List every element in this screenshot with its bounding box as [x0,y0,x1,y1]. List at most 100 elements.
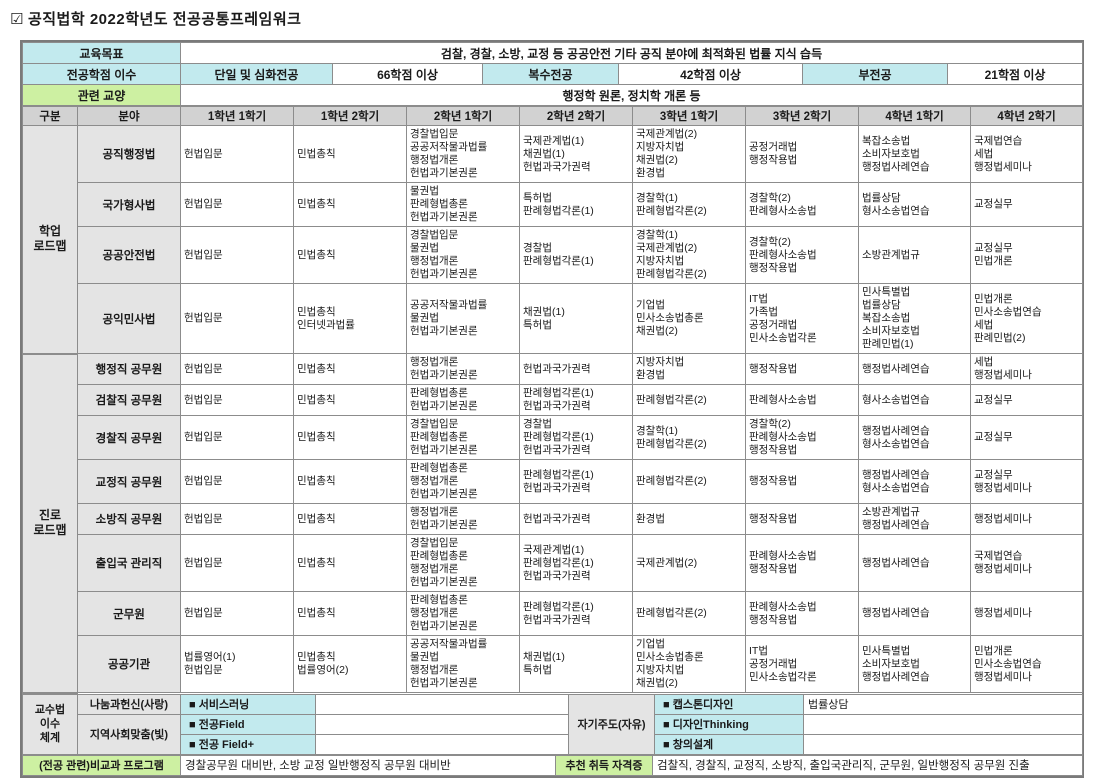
edu-goal-value: 검찰, 경찰, 소방, 교정 등 공공안전 기타 공직 분야에 최적화된 법률 … [179,42,1084,64]
credit-label: 전공학점 이수 [22,63,181,85]
roadmap-row: 국가형사법 헌법입문 민법총칙 물권법 판례형법총론 헌법과기본권론 특허법 판례형법각… [23,182,1083,227]
course-cell: 경찰법입문 판례형법총론 행정법개론 헌법과기본권론 [406,534,520,592]
field-cell: 국가형사법 [77,182,181,227]
roadmap-row: 진로 로드맵 행정직 공무원 헌법입문 민법총칙 행정법개론 헌법과기본권론 헌법과국가권… [22,353,1083,694]
course-cell: 행정법사례연습 형사소송법연습 [858,459,971,504]
course-cell: 환경법 [632,503,746,535]
course-cell: 경찰학(2) 판례형사소송법 행정작용법 [745,226,859,284]
empty-cell [803,713,1083,735]
course-cell: 행정작용법 [745,353,859,385]
community-label: 지역사회맞춤(빛) [77,713,181,755]
extracurricular-row: (전공 관련)비교과 프로그램 경찰공무원 대비반, 소방 교정 일반행정직 공… [22,754,1083,776]
course-cell: 민법개론 민사소송법연습 세법 판례민법(2) [970,283,1083,354]
extracurricular-table: (전공 관련)비교과 프로그램 경찰공무원 대비반, 소방 교정 일반행정직 공… [22,754,1083,776]
course-cell: 교정실무 [970,182,1083,227]
course-cell: 형사소송법연습 [858,384,971,416]
capstone-note: 법률상담 [803,693,1083,715]
empty-cell [803,733,1083,755]
course-cell: 국제관계법(2) [632,534,746,592]
course-cell: 민법총칙 [293,226,407,284]
field-cell: 공익민사법 [77,283,181,354]
semester-header: 2학년 2학기 [519,106,633,126]
course-cell: 법률영어(1) 헌법입문 [180,635,294,693]
roadmap-row: 군무원 헌법입문 민법총칙 판례형법총론 행정법개론 헌법과기본권론 판례형법각론(1)… [23,591,1083,636]
course-cell: 민법총칙 [293,353,407,385]
curriculum-framework-page: ☑ 공직법학 2022학년도 전공공통프레임워크 교육목표 검찰, 경찰, 소방,… [10,11,1084,778]
course-cell: 행정법세미나 [970,591,1083,636]
group-cell: 학업 로드맵 [22,125,78,355]
course-cell: 판례형법각론(1) 헌법과국가권력 [519,591,633,636]
course-cell: 헌법입문 [180,226,294,284]
credit-value-single: 66학점 이상 [332,63,483,85]
teaching-row-3: ■ 전공 Field+ ■ 창의설계 [23,733,1083,755]
course-cell: 국제관계법(1) 채권법(1) 헌법과국가권력 [519,125,633,183]
course-cell: 판례형법각론(2) [632,459,746,504]
major-field-plus-badge: ■ 전공 Field+ [180,733,316,755]
course-cell: 행정법세미나 [970,503,1083,535]
empty-cell [315,713,569,735]
edu-goal-label: 교육목표 [22,42,181,64]
course-cell: 경찰학(1) 판례형법각론(2) [632,415,746,460]
course-cell: 공공저작물과법률 물권법 헌법과기본권론 [406,283,520,354]
field-cell: 공공안전법 [77,226,181,284]
group-cell: 진로 로드맵 [22,353,78,694]
semester-header: 1학년 2학기 [293,106,407,126]
course-cell: 판례형사소송법 [745,384,859,416]
course-cell: 판례형법각론(1) 헌법과국가권력 [519,459,633,504]
course-cell: 헌법입문 [180,182,294,227]
course-cell: 판례형법각론(2) [632,384,746,416]
course-cell: 헌법과국가권력 [519,503,633,535]
course-cell: 민사특별법 소비자보호법 행정법사례연습 [858,635,971,693]
course-cell: 경찰법 판례형법각론(1) 헌법과국가권력 [519,415,633,460]
field-cell: 검찰직 공무원 [77,384,181,416]
course-cell: 지방자치법 환경법 [632,353,746,385]
field-cell: 군무원 [77,591,181,636]
column-header: 분야 [77,106,181,126]
semester-header: 4학년 1학기 [858,106,971,126]
credit-value-minor: 21학점 이상 [946,63,1084,85]
course-cell: 민법총칙 [293,534,407,592]
edu-goal-row: 교육목표 검찰, 경찰, 소방, 교정 등 공공안전 기타 공직 분야에 최적화… [22,42,1084,64]
course-cell: 교정실무 행정법세미나 [970,459,1083,504]
course-cell: 헌법입문 [180,415,294,460]
liberal-label: 관련 교양 [22,84,181,106]
course-cell: 국제관계법(1) 판례형법각론(1) 헌법과국가권력 [519,534,633,592]
column-header: 구분 [22,106,78,126]
course-cell: 특허법 판례형법각론(1) [519,182,633,227]
course-cell: 행정작용법 [745,503,859,535]
roadmap-row: 소방직 공무원 헌법입문 민법총칙 행정법개론 헌법과기본권론 헌법과국가권력 환경법 행정… [23,503,1083,535]
course-cell: 공정거래법 행정작용법 [745,125,859,183]
course-cell: 경찰법입문 판례형법총론 헌법과기본권론 [406,415,520,460]
extracurricular-value: 경찰공무원 대비반, 소방 교정 일반행정직 공무원 대비반 [180,754,556,776]
capstone-design-badge: ■ 캡스톤디자인 [654,693,804,715]
semester-header: 3학년 2학기 [745,106,859,126]
course-cell: 경찰학(2) 판례형사소송법 행정작용법 [745,415,859,460]
field-cell: 행정직 공무원 [77,353,181,385]
course-cell: 민사특별법 법률상담 복잡소송법 소비자보호법 판례민법(1) [858,283,971,354]
sharing-label: 나눔과헌신(사랑) [77,693,181,715]
course-cell: 세법 행정법세미나 [970,353,1083,385]
course-cell: 헌법입문 [180,384,294,416]
field-cell: 공직행정법 [77,125,181,183]
roadmap-header-row: 구분 분야 1학년 1학기 1학년 2학기 2학년 1학기 2학년 2학기 3학년 1학기 3… [22,106,1083,126]
course-cell: 경찰학(1) 국제관계법(2) 지방자치법 판례형법각론(2) [632,226,746,284]
course-cell: 민법개론 민사소송법연습 행정법세미나 [970,635,1083,693]
course-cell: 헌법입문 [180,503,294,535]
credit-type-minor: 부전공 [802,63,948,85]
info-table: 교육목표 검찰, 경찰, 소방, 교정 등 공공안전 기타 공직 분야에 최적화… [22,42,1084,106]
course-cell: 기업법 민사소송법총론 지방자치법 채권법(2) [632,635,746,693]
roadmap-row: 공공안전법 헌법입문 민법총칙 경찰법입문 물권법 행정법개론 헌법과기본권론 경찰법 … [23,226,1083,284]
course-cell: 판례형사소송법 행정작용법 [745,591,859,636]
course-cell: 경찰학(1) 판례형법각론(2) [632,182,746,227]
course-cell: 경찰법입문 물권법 행정법개론 헌법과기본권론 [406,226,520,284]
roadmap-row: 공공기관 법률영어(1) 헌법입문 민법총칙 법률영어(2) 공공저작물과법률 물권법… [23,635,1083,693]
liberal-value: 행정학 원론, 정치학 개론 등 [179,84,1084,106]
field-cell: 출입국 관리직 [77,534,181,592]
roadmap-row: 교정직 공무원 헌법입문 민법총칙 판례형법총론 행정법개론 헌법과기본권론 판례형법각… [23,459,1083,504]
roadmap-row: 학업 로드맵 공직행정법 헌법입문 민법총칙 경찰법입문 공공저작물과법률 행정법개론 … [22,125,1083,355]
extracurricular-label: (전공 관련)비교과 프로그램 [22,754,181,776]
course-cell: 헌법입문 [180,283,294,354]
course-cell: 행정법사례연습 [858,534,971,592]
course-cell: 행정작용법 [745,459,859,504]
course-cell: 민법총칙 [293,459,407,504]
